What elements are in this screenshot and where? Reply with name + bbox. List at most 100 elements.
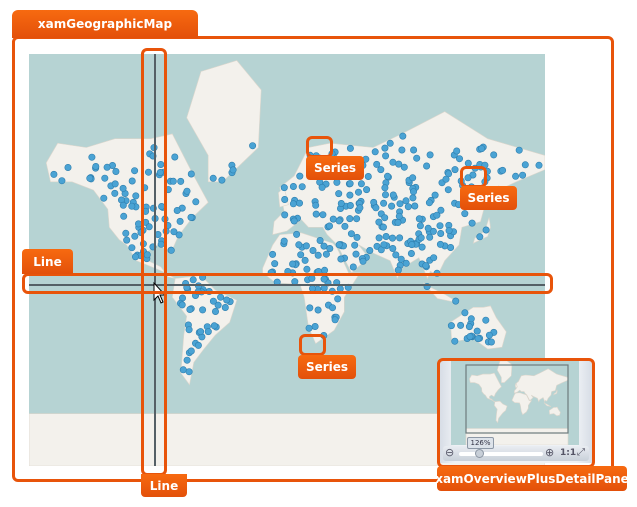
series-marker[interactable] [209, 174, 217, 182]
series-marker[interactable] [189, 276, 197, 284]
series-marker[interactable] [101, 174, 109, 182]
series-marker[interactable] [392, 251, 400, 259]
series-marker[interactable] [271, 260, 279, 268]
series-marker[interactable] [383, 172, 391, 180]
series-marker[interactable] [210, 322, 218, 330]
series-marker[interactable] [289, 183, 297, 191]
series-marker[interactable] [123, 236, 131, 244]
series-marker[interactable] [58, 177, 66, 185]
series-marker[interactable] [416, 222, 424, 230]
series-marker[interactable] [411, 202, 419, 210]
series-marker[interactable] [214, 301, 222, 309]
series-marker[interactable] [269, 250, 277, 258]
series-marker[interactable] [451, 337, 459, 345]
series-marker[interactable] [409, 174, 417, 182]
series-marker[interactable] [328, 304, 336, 312]
series-marker[interactable] [346, 202, 354, 210]
series-marker[interactable] [316, 237, 324, 245]
series-marker[interactable] [64, 164, 72, 172]
series-marker[interactable] [280, 237, 288, 245]
series-marker[interactable] [169, 177, 177, 185]
series-marker[interactable] [464, 174, 472, 182]
series-marker[interactable] [465, 323, 473, 331]
series-marker[interactable] [346, 215, 354, 223]
series-marker[interactable] [132, 253, 140, 261]
series-marker[interactable] [320, 242, 328, 250]
series-marker[interactable] [335, 241, 343, 249]
series-marker[interactable] [296, 172, 304, 180]
series-marker[interactable] [461, 309, 469, 317]
series-marker[interactable] [334, 295, 342, 303]
series-marker[interactable] [373, 160, 381, 168]
series-marker[interactable] [337, 200, 345, 208]
series-marker[interactable] [452, 297, 460, 305]
series-marker[interactable] [499, 166, 507, 174]
series-marker[interactable] [354, 188, 362, 196]
series-marker[interactable] [447, 244, 455, 252]
series-marker[interactable] [410, 146, 418, 154]
series-marker[interactable] [402, 259, 410, 267]
series-marker[interactable] [347, 230, 355, 238]
series-marker[interactable] [312, 210, 320, 218]
series-marker[interactable] [185, 326, 193, 334]
series-marker[interactable] [331, 316, 339, 324]
series-marker[interactable] [380, 199, 388, 207]
series-marker[interactable] [88, 153, 96, 161]
series-marker[interactable] [381, 191, 389, 199]
series-marker[interactable] [119, 184, 127, 192]
series-marker[interactable] [357, 180, 365, 188]
series-marker[interactable] [337, 255, 345, 263]
series-marker[interactable] [290, 217, 298, 225]
series-marker[interactable] [112, 168, 120, 176]
series-marker[interactable] [442, 175, 450, 183]
series-marker[interactable] [177, 177, 185, 185]
series-marker[interactable] [407, 250, 415, 258]
series-marker[interactable] [457, 321, 465, 329]
series-marker[interactable] [436, 222, 444, 230]
series-marker[interactable] [303, 265, 311, 273]
zoom-out-icon[interactable]: ⊖ [445, 446, 455, 459]
series-marker[interactable] [217, 293, 225, 301]
series-marker[interactable] [476, 233, 484, 241]
series-marker[interactable] [318, 183, 326, 191]
series-marker[interactable] [128, 244, 136, 252]
series-marker[interactable] [431, 191, 439, 199]
series-marker[interactable] [326, 245, 334, 253]
series-marker[interactable] [187, 347, 195, 355]
series-marker[interactable] [490, 151, 498, 159]
series-marker[interactable] [346, 180, 354, 188]
series-marker[interactable] [398, 146, 406, 154]
series-marker[interactable] [335, 217, 343, 225]
series-marker[interactable] [429, 227, 437, 235]
series-marker[interactable] [487, 338, 495, 346]
series-marker[interactable] [183, 356, 191, 364]
series-marker[interactable] [289, 260, 297, 268]
series-marker[interactable] [455, 155, 463, 163]
series-marker[interactable] [204, 328, 212, 336]
series-marker[interactable] [409, 188, 417, 196]
series-marker[interactable] [349, 263, 357, 271]
series-marker[interactable] [218, 176, 226, 184]
series-marker[interactable] [314, 306, 322, 314]
reset-zoom-button[interactable]: 1:1 [560, 448, 577, 458]
series-marker[interactable] [395, 212, 403, 220]
series-marker[interactable] [381, 214, 389, 222]
series-marker[interactable] [223, 296, 231, 304]
series-marker[interactable] [249, 142, 257, 150]
series-marker[interactable] [351, 241, 359, 249]
series-marker[interactable] [413, 154, 421, 162]
series-marker[interactable] [128, 177, 136, 185]
series-marker[interactable] [128, 202, 136, 210]
series-marker[interactable] [485, 331, 493, 339]
series-marker[interactable] [521, 161, 529, 169]
series-marker[interactable] [535, 161, 543, 169]
series-marker[interactable] [297, 251, 305, 259]
series-marker[interactable] [122, 229, 130, 237]
series-marker[interactable] [281, 211, 289, 219]
series-marker[interactable] [375, 218, 383, 226]
series-marker[interactable] [301, 256, 309, 264]
series-marker[interactable] [389, 191, 397, 199]
series-marker[interactable] [131, 167, 139, 175]
series-marker[interactable] [145, 168, 153, 176]
series-marker[interactable] [425, 199, 433, 207]
